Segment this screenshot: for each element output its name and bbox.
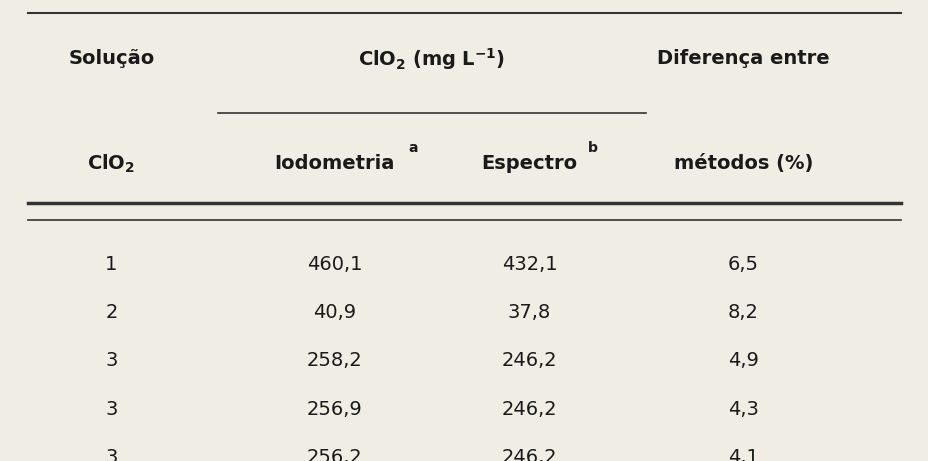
Text: 37,8: 37,8 — [508, 303, 550, 322]
Text: $\mathbf{ClO_2\ (mg\ L^{-1})}$: $\mathbf{ClO_2\ (mg\ L^{-1})}$ — [358, 46, 505, 72]
Text: b: b — [587, 141, 597, 155]
Text: Solução: Solução — [69, 49, 154, 68]
Text: 246,2: 246,2 — [501, 351, 557, 370]
Text: 4,3: 4,3 — [727, 400, 758, 419]
Text: 4,1: 4,1 — [727, 448, 758, 461]
Text: 3: 3 — [105, 351, 118, 370]
Text: 246,2: 246,2 — [501, 400, 557, 419]
Text: 2: 2 — [105, 303, 118, 322]
Text: 460,1: 460,1 — [306, 255, 362, 274]
Text: 1: 1 — [105, 255, 118, 274]
Text: 256,9: 256,9 — [306, 400, 362, 419]
Text: 256,2: 256,2 — [306, 448, 362, 461]
Text: 40,9: 40,9 — [313, 303, 355, 322]
Text: 246,2: 246,2 — [501, 448, 557, 461]
Text: 4,9: 4,9 — [727, 351, 758, 370]
Text: a: a — [408, 141, 418, 155]
Text: Espectro: Espectro — [481, 154, 577, 173]
Text: 3: 3 — [105, 400, 118, 419]
Text: 258,2: 258,2 — [306, 351, 362, 370]
Text: 432,1: 432,1 — [501, 255, 557, 274]
Text: 6,5: 6,5 — [727, 255, 758, 274]
Text: Iodometria: Iodometria — [274, 154, 394, 173]
Text: Diferença entre: Diferença entre — [656, 49, 829, 68]
Text: 8,2: 8,2 — [727, 303, 758, 322]
Text: $\mathbf{ClO_2}$: $\mathbf{ClO_2}$ — [87, 153, 135, 175]
Text: 3: 3 — [105, 448, 118, 461]
Text: métodos (%): métodos (%) — [673, 154, 812, 173]
